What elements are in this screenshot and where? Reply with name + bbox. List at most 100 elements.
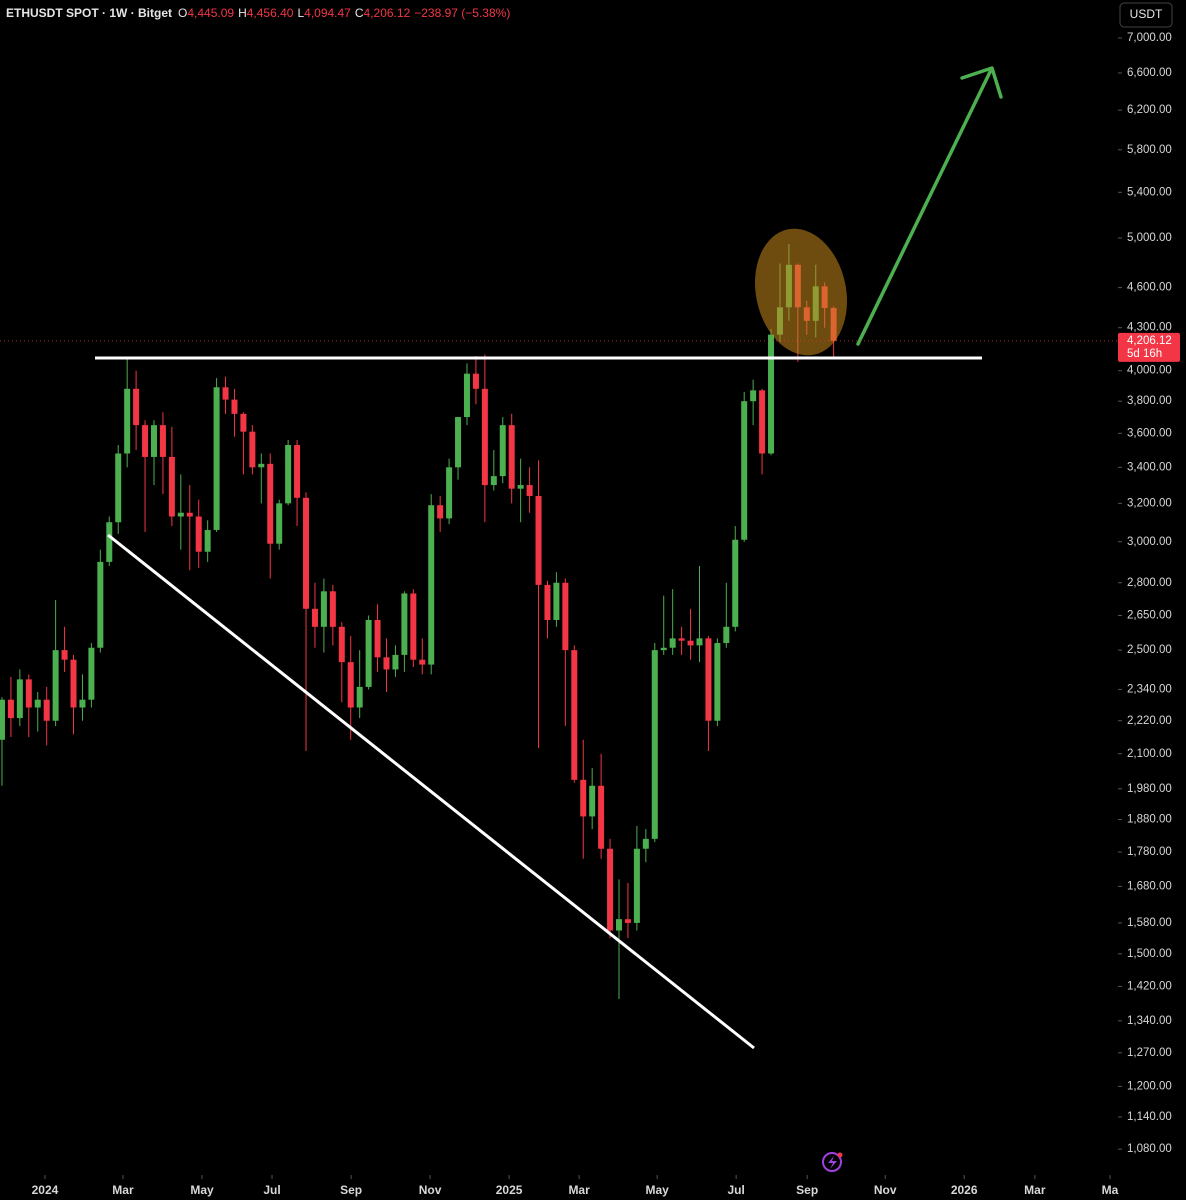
candle-body [61,650,68,660]
candle-body [356,686,363,708]
currency-label[interactable]: USDT [1130,7,1163,21]
y-tick-label: 7,000.00 [1127,32,1172,44]
candle-body [571,650,578,780]
x-tick-label: Mar [112,1183,134,1197]
currency-button[interactable] [1119,2,1173,28]
trend-line [107,533,755,1050]
candle-body [7,699,14,719]
y-tick-label: 2,340.00 [1127,683,1172,695]
ohlc-value: 4,456.40 [247,6,294,20]
y-tick-label: 1,780.00 [1127,846,1172,858]
candle-body [499,425,506,477]
projection-arrow [856,66,1003,346]
candle-body [678,638,685,641]
y-tick-label: 3,200.00 [1127,497,1172,509]
y-tick-label: 6,600.00 [1127,67,1172,79]
candle-body [150,425,157,457]
candle-body [88,647,95,700]
ohlc-prefix: H [238,6,247,20]
candle-body [714,643,721,721]
y-tick-label: 4,600.00 [1127,282,1172,294]
flash-icon[interactable] [822,1152,842,1172]
candle-body [553,582,560,620]
candle-body [285,445,292,504]
candle-body [446,467,453,519]
candle-body [750,390,757,402]
y-tick-label: 2,220.00 [1127,715,1172,727]
y-tick-label: 6,200.00 [1127,104,1172,116]
x-tick-label: Nov [419,1183,442,1197]
y-tick-label: 1,880.00 [1127,814,1172,826]
candle-body [696,638,703,646]
y-tick-label: 4,000.00 [1127,365,1172,377]
candle-body [133,388,140,426]
y-tick-label: 3,600.00 [1127,427,1172,439]
y-tick-label: 1,200.00 [1127,1081,1172,1093]
y-tick-label: 3,400.00 [1127,461,1172,473]
candle-body [580,779,587,817]
candle-body [490,476,497,486]
candle-body [589,785,596,817]
candle-body [463,373,470,418]
candle-body [437,505,444,519]
candle-body [419,659,426,665]
y-tick-label: 1,140.00 [1127,1111,1172,1123]
y-tick-label: 2,500.00 [1127,644,1172,656]
candle-body [562,582,569,651]
candle-body [168,456,175,517]
countdown: 5d 16h [1127,348,1162,360]
candle-body [177,512,184,517]
candle-body [97,561,104,648]
last-price-box [1118,332,1180,362]
candle-body [34,699,41,708]
candle-body [410,593,417,660]
candle-body [401,593,408,655]
x-tick-label: Sep [796,1183,818,1197]
candle-body [258,463,265,468]
candle-body [517,485,524,489]
candle-body [213,387,220,530]
chart-header: ETHUSDT SPOT · 1W · Bitget O4,445.09 H4,45… [6,6,510,20]
ohlc-value: 4,206.12 [364,6,411,20]
candle-body [374,619,381,658]
candle-body [311,608,318,627]
candle-body [186,512,193,517]
y-tick-label: 5,000.00 [1127,232,1172,244]
y-tick-label: 1,680.00 [1127,880,1172,892]
x-tick-label: Ma [1102,1183,1119,1197]
x-tick-label: May [190,1183,214,1197]
candle-body [598,785,605,849]
change: −238.97 (−5.38%) [414,6,510,20]
ohlc-prefix: C [355,6,364,20]
candle-body [535,495,542,585]
y-tick-label: 1,080.00 [1127,1143,1172,1155]
candle-body [607,848,614,931]
axis-background [1118,0,1186,1200]
candle-body [106,522,113,562]
candle-body [741,401,748,540]
y-tick-label: 1,500.00 [1127,948,1172,960]
x-tick-label: Mar [1024,1183,1046,1197]
candle-body [204,529,211,552]
candle-body [723,626,730,644]
candle-body [79,699,86,708]
candle-body [347,662,354,708]
y-tick-label: 2,800.00 [1127,577,1172,589]
candle-body [70,659,77,708]
y-tick-label: 5,400.00 [1127,186,1172,198]
candle-body [115,453,122,523]
candle-body [249,431,256,468]
y-tick-label: 1,580.00 [1127,917,1172,929]
y-tick-label: 4,300.00 [1127,322,1172,334]
x-tick-label: Jul [727,1183,744,1197]
candle-body [768,334,775,454]
candle-body [195,516,202,552]
y-tick-label: 1,420.00 [1127,980,1172,992]
y-tick-label: 2,650.00 [1127,610,1172,622]
y-tick-label: 3,000.00 [1127,536,1172,548]
y-tick-label: 2,100.00 [1127,748,1172,760]
flash-bolt [828,1156,837,1169]
ohlc-value: 4,445.09 [187,6,234,20]
